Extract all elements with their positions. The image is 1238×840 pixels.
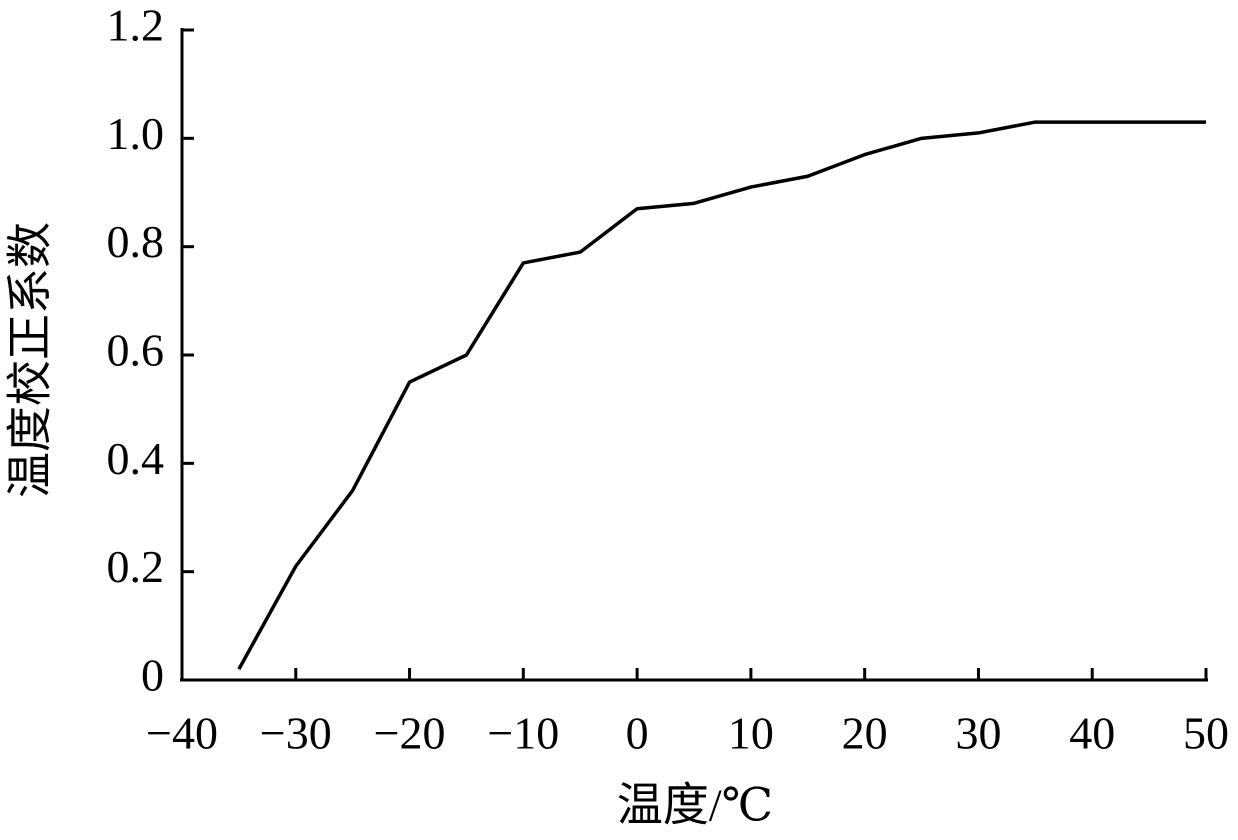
y-tick-label: 0.4 (107, 433, 165, 484)
y-tick-label: 1.0 (107, 108, 165, 159)
y-tick-label: 0.2 (107, 541, 165, 592)
x-tick-label: −30 (260, 708, 332, 759)
x-tick-label: −40 (146, 708, 218, 759)
y-tick-label: 0.6 (107, 325, 165, 376)
x-tick-label: −10 (487, 708, 559, 759)
y-tick-label: 0 (141, 650, 164, 701)
y-axis-label: 温度校正系数 (5, 222, 56, 498)
x-tick-label: −20 (374, 708, 446, 759)
x-tick-label: 0 (626, 708, 649, 759)
x-tick-label: 20 (842, 708, 888, 759)
y-tick-label: 0.8 (107, 216, 165, 267)
x-tick-label: 40 (1069, 708, 1115, 759)
x-tick-label: 50 (1183, 708, 1229, 759)
line (237, 120, 1206, 671)
y-tick-label: 1.2 (107, 0, 165, 51)
x-tick-label: 10 (728, 708, 774, 759)
x-axis-label: 温度/℃ (617, 780, 773, 831)
x-tick-label: 30 (955, 708, 1001, 759)
